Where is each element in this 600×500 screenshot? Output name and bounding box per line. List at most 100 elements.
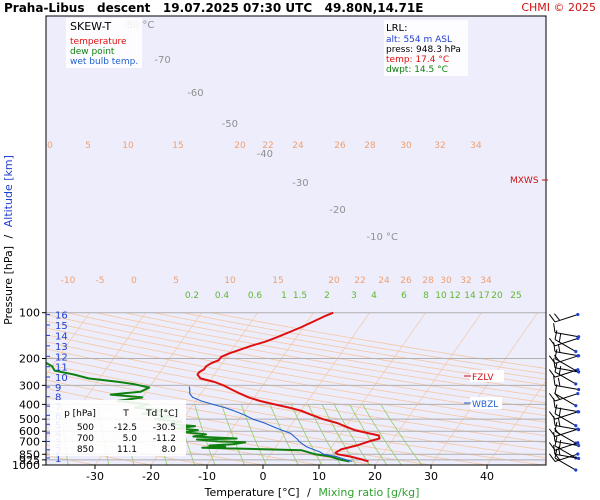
- mixing-ratio-label: 20: [491, 291, 503, 301]
- wind-barb-shaft: [554, 314, 578, 323]
- y-axis-label: Pressure [hPa] / Altitude [km]: [2, 155, 15, 325]
- dry-adiabat: [46, 363, 546, 451]
- wind-barb-flag: [548, 314, 556, 323]
- dry-adiabat: [153, 312, 546, 380]
- adiabat-label: 28: [422, 276, 434, 286]
- adiabat-label: 15: [172, 141, 183, 151]
- wind-barb-column: [548, 312, 581, 472]
- adiabat-label: 0: [47, 141, 53, 151]
- adiabat-label: 10: [122, 141, 134, 151]
- wind-barb: [554, 330, 578, 354]
- wind-barb-shaft: [554, 332, 579, 338]
- dry-adiabat: [46, 356, 546, 444]
- wind-barb-shaft: [554, 369, 578, 378]
- isotherm-label: -70: [154, 55, 170, 66]
- wind-barb-shaft: [554, 384, 579, 391]
- mixing-ratio-label: 2: [324, 291, 330, 301]
- wind-barb-shaft: [554, 355, 578, 364]
- y-tick-label: 925: [19, 454, 40, 467]
- x-tick-label: 30: [424, 470, 438, 483]
- altitude-label: 9: [55, 383, 61, 394]
- wind-barb-flag: [557, 343, 561, 353]
- mixing-ratio-label: 4: [371, 291, 377, 301]
- adiabat-label: 28: [364, 141, 376, 151]
- lrl-temp: temp: 17.4 °C: [386, 55, 449, 65]
- isotherm: [486, 380, 546, 465]
- x-tick-label: 10: [312, 470, 326, 483]
- wind-barb-dot: [576, 391, 580, 396]
- dry-adiabat: [46, 327, 546, 417]
- dry-adiabat: [182, 312, 546, 375]
- wind-barb-shaft: [554, 428, 578, 437]
- grid-layer: [46, 312, 546, 465]
- y-tick-label: 100: [19, 307, 40, 320]
- mixing-ratio-label: 0.6: [248, 291, 263, 301]
- wind-barb-dot: [576, 441, 580, 445]
- adiabat-label: 32: [460, 276, 471, 286]
- isotherm-label: -30: [292, 178, 308, 189]
- table-cell: -11.2: [153, 434, 176, 444]
- axis-layer: -30 -20 -10 0 10 20 30 401002003004005006007008…: [12, 20, 522, 483]
- wind-barb-flag: [554, 362, 558, 373]
- mixing-ratio-label: 1: [281, 291, 287, 301]
- adiabat-label: 34: [480, 276, 492, 286]
- wbzl-box: [470, 397, 502, 409]
- dry-adiabat: [95, 312, 546, 392]
- adiabat-label: 24: [378, 276, 390, 286]
- x-tick-label: 20: [368, 470, 382, 483]
- y-tick-label: 1000: [12, 459, 40, 472]
- wind-barb-flag: [554, 448, 558, 459]
- wind-barb-shaft: [554, 393, 578, 402]
- altitude-label: 10: [55, 373, 68, 384]
- lrl-dwpt: dwpt: 14.5 °C: [386, 65, 448, 75]
- legend-box: SKEW-T temperature dew point wet bulb te…: [66, 18, 142, 68]
- wetbulb-curve: [188, 386, 353, 463]
- wind-barb-flag: [548, 453, 556, 462]
- dry-adiabat: [66, 312, 546, 398]
- altitude-label: 14: [55, 331, 68, 342]
- wind-barb-flag: [554, 404, 558, 414]
- wind-barb-flag: [558, 365, 562, 375]
- wind-barb-flag: [558, 407, 562, 417]
- fzlv-box: [470, 370, 504, 382]
- wind-barb-dot: [576, 354, 580, 358]
- table-cell: 500: [77, 423, 94, 433]
- mixing-ratio-label: 0.2: [185, 291, 199, 301]
- adiabat-label: 22: [354, 276, 365, 286]
- wind-barb-shaft: [554, 453, 578, 462]
- table-header-t: T: [122, 409, 129, 419]
- isotherm: [430, 312, 538, 465]
- fzlv-label: FZLV: [472, 373, 494, 383]
- wind-barb: [548, 354, 580, 364]
- adiabat-label: -5: [96, 276, 105, 286]
- mxws-label: MXWS: [510, 176, 539, 186]
- wind-barb: [554, 384, 578, 408]
- wind-barb-shaft: [554, 351, 579, 357]
- wind-barb: [548, 368, 580, 378]
- adiabat-label: 34: [470, 141, 482, 151]
- mixing-ratio-label: 17: [478, 291, 489, 301]
- adiabat-label: 32: [434, 141, 445, 151]
- wind-barb-flag: [557, 377, 561, 387]
- legend-dewpoint: dew point: [70, 47, 115, 57]
- lrl-press: press: 948.3 hPa: [386, 45, 461, 55]
- y-tick-label: 850: [19, 448, 40, 461]
- temperature-curve: [196, 311, 381, 463]
- x-tick-label: -30: [86, 470, 104, 483]
- altitude-label: 12: [55, 352, 68, 363]
- credit-label[interactable]: CHMI © 2025: [521, 1, 596, 14]
- lrl-title: LRL:: [386, 23, 407, 34]
- wind-barb-shaft: [554, 393, 577, 407]
- wind-barb-dot: [576, 312, 580, 317]
- wind-barb-flag: [558, 439, 562, 449]
- altitude-label: 8: [55, 393, 61, 404]
- wind-barb-flag: [553, 375, 556, 386]
- adiabat-label: 5: [173, 276, 179, 286]
- adiabat-label: 22: [262, 141, 273, 151]
- wind-barb-flag: [553, 415, 556, 426]
- table-cell: -30.5: [153, 423, 176, 433]
- wbzl-label: WBZL: [472, 400, 498, 410]
- wind-barb-dot: [576, 427, 580, 431]
- wind-barb-shaft: [554, 453, 579, 459]
